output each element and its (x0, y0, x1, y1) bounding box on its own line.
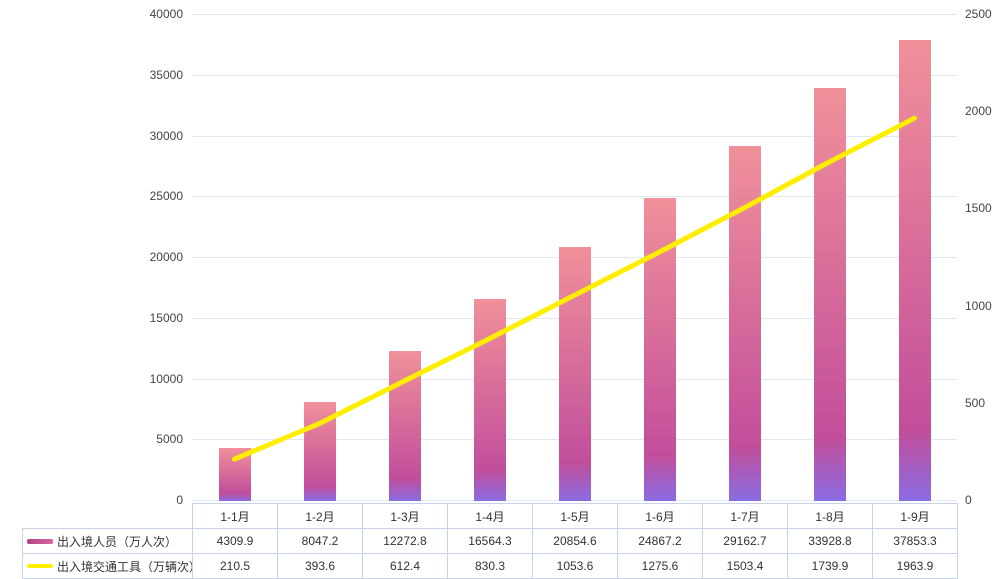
value-cell: 29162.7 (702, 528, 788, 554)
value-cell: 33928.8 (787, 528, 873, 554)
value-cell: 393.6 (277, 553, 363, 579)
left-axis-tick: 20000 (149, 250, 183, 264)
line-series[interactable] (232, 115, 917, 462)
left-axis-tick: 25000 (149, 189, 183, 204)
bar-series-swatch-icon (27, 538, 53, 544)
value-cell: 8047.2 (277, 528, 363, 554)
value-cell: 1963.9 (872, 553, 958, 579)
value-cell: 4309.9 (192, 528, 278, 554)
right-axis-tick: 500 (965, 395, 986, 410)
data-table-wrap: 1-1月 1-2月 1-3月 1-4月 1-5月 1-6月 1-7月 1-8月 1-9月 出入境人… (22, 503, 958, 579)
left-axis-tick: 10000 (149, 371, 183, 386)
right-axis-tick: 2500 (965, 7, 992, 21)
table-header-row: 1-1月 1-2月 1-3月 1-4月 1-5月 1-6月 1-7月 1-8月 1-9月 (23, 503, 958, 529)
column-header: 1-7月 (702, 503, 788, 529)
right-axis-tick: 0 (965, 493, 972, 507)
left-axis-tick: 35000 (149, 67, 183, 82)
column-header: 1-2月 (277, 503, 363, 529)
line-series-swatch-icon (27, 564, 53, 568)
column-header: 1-4月 (447, 503, 533, 529)
legend-cell: 出入境人员（万人次） (22, 528, 193, 554)
column-header: 1-1月 (192, 503, 278, 529)
value-cell: 1503.4 (702, 553, 788, 579)
gridline (192, 135, 957, 137)
value-cell: 12272.8 (362, 528, 448, 554)
table-corner-blank (23, 504, 193, 529)
line-series-svg (232, 115, 917, 462)
right-axis: 0 500 1000 1500 2000 2500 (965, 0, 1000, 579)
value-cell: 830.3 (447, 553, 533, 579)
legend-cell: 出入境交通工具（万辆次） (22, 553, 193, 579)
left-axis-tick: 0 (176, 493, 183, 507)
gridline (192, 196, 957, 198)
column-header: 1-3月 (362, 503, 448, 529)
column-header: 1-8月 (787, 503, 873, 529)
right-axis-tick: 1500 (965, 201, 992, 216)
column-header: 1-6月 (617, 503, 703, 529)
gridline (192, 14, 957, 15)
table-row: 出入境人员（万人次） 4309.9 8047.2 12272.8 16564.3 2085… (22, 528, 958, 554)
value-cell: 1275.6 (617, 553, 703, 579)
table-row: 出入境交通工具（万辆次） 210.5 393.6 612.4 830.3 1053.6 12… (22, 553, 958, 579)
table-body: 1-1月 1-2月 1-3月 1-4月 1-5月 1-6月 1-7月 1-8月 1-9月 出入境人… (22, 503, 958, 579)
column-header: 1-5月 (532, 503, 618, 529)
left-axis-tick: 40000 (149, 7, 183, 21)
right-axis-tick: 1000 (965, 298, 992, 313)
left-axis: 0 5000 10000 15000 20000 25000 30000 35000 40000 (0, 0, 184, 579)
data-table: 1-1月 1-2月 1-3月 1-4月 1-5月 1-6月 1-7月 1-8月 1-9月 出入境人… (22, 503, 958, 579)
left-axis-tick: 15000 (149, 310, 183, 325)
value-cell: 20854.6 (532, 528, 618, 554)
value-cell: 612.4 (362, 553, 448, 579)
value-cell: 210.5 (192, 553, 278, 579)
right-axis-tick: 2000 (965, 104, 992, 119)
plot-area (192, 14, 957, 501)
value-cell: 37853.3 (872, 528, 958, 554)
value-cell: 1053.6 (532, 553, 618, 579)
series-name: 出入境人员（万人次） (57, 534, 178, 549)
value-cell: 16564.3 (447, 528, 533, 554)
left-axis-tick: 5000 (156, 432, 183, 447)
column-header: 1-9月 (872, 503, 958, 529)
series-name: 出入境交通工具（万辆次） (57, 559, 193, 574)
gridline (192, 74, 957, 76)
value-cell: 1739.9 (787, 553, 873, 579)
value-cell: 24867.2 (617, 528, 703, 554)
left-axis-tick: 30000 (149, 128, 183, 143)
